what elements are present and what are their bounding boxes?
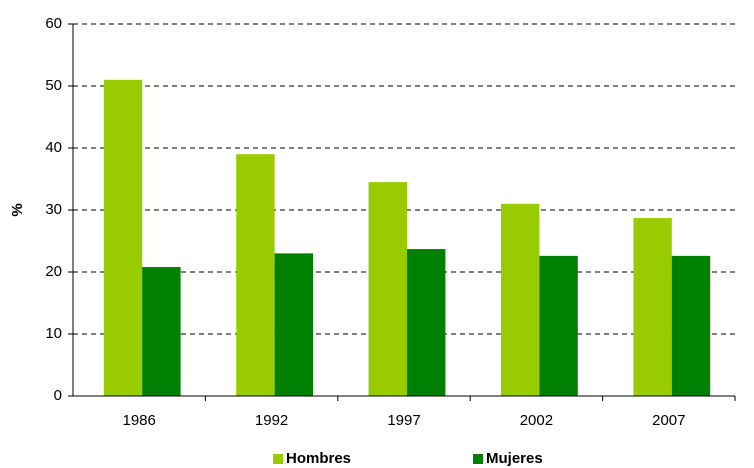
x-tick-label: 2007	[652, 412, 685, 429]
x-tick-label: 1986	[123, 412, 156, 429]
legend-label: Mujeres	[486, 450, 543, 467]
bar	[407, 249, 446, 396]
bar	[142, 267, 181, 396]
x-tick-label: 1997	[387, 412, 420, 429]
bar	[539, 255, 578, 396]
x-tick-label: 2002	[520, 412, 553, 429]
bar	[274, 253, 313, 396]
y-tick-label: 30	[45, 201, 62, 218]
y-tick-label: 50	[45, 77, 62, 94]
legend-swatch	[273, 454, 283, 464]
legend-swatch	[473, 454, 483, 464]
bar	[501, 203, 540, 396]
bar	[236, 154, 275, 396]
legend-label: Hombres	[286, 450, 351, 467]
bar	[103, 79, 143, 397]
bar	[368, 182, 407, 396]
y-tick-label: 40	[45, 139, 62, 156]
y-tick-label: 60	[45, 15, 62, 32]
bar	[671, 255, 711, 396]
x-tick-label: 1992	[255, 412, 288, 429]
y-tick-label: 20	[45, 263, 62, 280]
y-tick-label: 0	[54, 387, 62, 404]
y-axis-label: %	[9, 203, 26, 216]
y-tick-label: 10	[45, 325, 62, 342]
bar	[633, 218, 672, 396]
